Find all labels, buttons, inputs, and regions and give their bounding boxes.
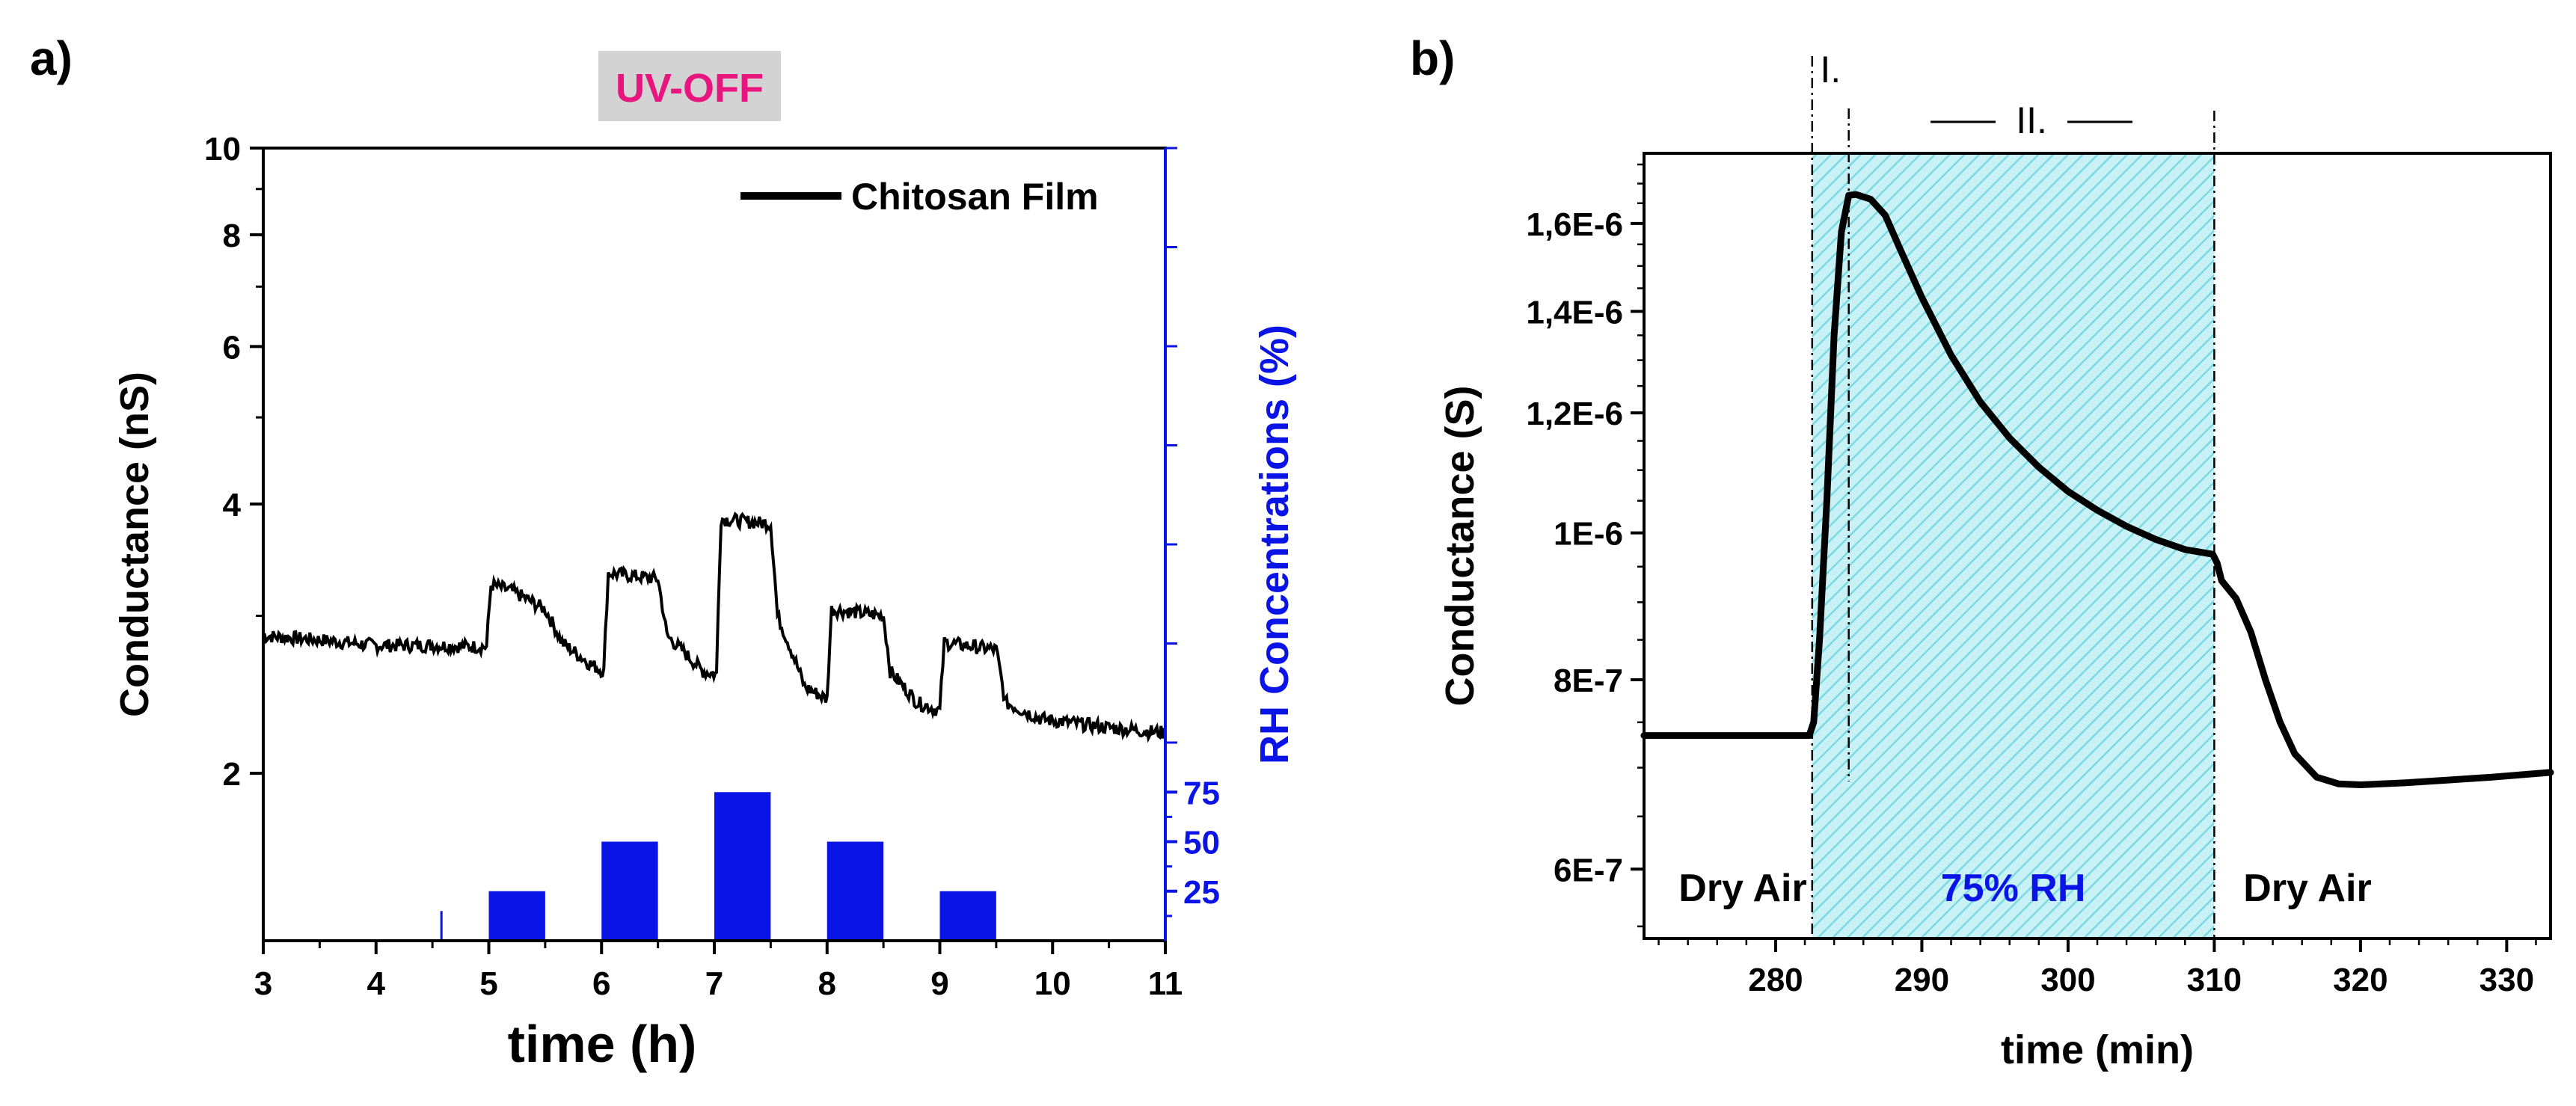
phase-markers <box>1811 56 2215 938</box>
y2-tick-label: 50 <box>1183 825 1220 861</box>
x-tick-label-b: 280 <box>1748 962 1803 998</box>
conductance-curve <box>262 511 1167 743</box>
y2-ticks-a: 25 50 75 <box>1165 147 1220 918</box>
x-tick-label: 11 <box>1148 965 1183 1002</box>
uv-off-label: UV-OFF <box>616 66 764 111</box>
y2-tick-label: 75 <box>1183 775 1220 811</box>
x-tick-label-b: 320 <box>2333 962 2388 998</box>
x-tick-label-b: 330 <box>2480 962 2534 998</box>
x-axis-title-b: time (min) <box>2001 1027 2194 1072</box>
rh-bar-4 <box>827 841 884 941</box>
legend-label-chitosan: Chitosan Film <box>851 176 1099 218</box>
y-tick-label: 10 <box>204 131 241 168</box>
y-tick-label-b: 6E-7 <box>1554 852 1623 888</box>
x-tick-label: 4 <box>367 965 386 1002</box>
y-tick-label-b: 1,2E-6 <box>1526 396 1623 432</box>
x-tick-label: 6 <box>592 965 610 1002</box>
y-ticks-b: 6E-7 8E-7 1E-6 1,2E-6 1,4E-6 1,6E-6 <box>1526 163 1644 928</box>
rh-bar-2 <box>601 841 658 941</box>
region-label-dry-air: Dry Air <box>2243 867 2371 910</box>
y-tick-label-b: 8E-7 <box>1554 663 1623 699</box>
rh-bar-1 <box>488 891 545 941</box>
y-tick-label-b: 1,4E-6 <box>1526 294 1623 331</box>
panel-b-label: b) <box>1410 31 1455 85</box>
x-ticks-b: 280 290 300 310 320 330 <box>1657 938 2537 998</box>
region-labels: Dry Air 75% RH Dry Air <box>1678 867 2371 910</box>
y-tick-label: 6 <box>223 329 241 366</box>
rh-shaded-region <box>1812 153 2215 938</box>
y-axis-title-a: Conductance (nS) <box>112 372 157 717</box>
conductance-curve-b <box>1640 191 2554 788</box>
region-label-rh: 75% RH <box>1941 867 2086 910</box>
rh-bar-3 <box>714 792 771 941</box>
phase-label-i: I. <box>1820 49 1841 90</box>
panel-b: b) 280 290 300 310 320 330 6E-7 8E-7 1E-6 1,2E-6… <box>1410 31 2554 1072</box>
x-tick-label: 5 <box>479 965 497 1002</box>
rh-bar-0 <box>440 911 443 941</box>
y-tick-label: 8 <box>223 218 241 254</box>
x-tick-label: 9 <box>930 965 948 1002</box>
x-axis-title-a: time (h) <box>508 1015 697 1073</box>
y-ticks-a: 2 4 6 8 10 <box>204 131 263 793</box>
rh-bar-5 <box>939 891 996 941</box>
y-tick-label-b: 1,6E-6 <box>1526 206 1623 243</box>
x-tick-label-b: 300 <box>2040 962 2095 998</box>
chitosan-film-line <box>262 511 1167 743</box>
x-ticks-a: 3 4 5 6 7 8 9 10 11 <box>254 941 1183 1002</box>
y-axis-title-b: Conductance (S) <box>1438 385 1482 706</box>
y-tick-label-b: 1E-6 <box>1554 516 1623 553</box>
conductance-line-b <box>1640 191 2554 788</box>
rh-bars <box>440 792 996 941</box>
y2-axis-title-a: RH Concentrations (%) <box>1252 325 1297 764</box>
x-tick-label: 8 <box>818 965 836 1002</box>
x-tick-label: 3 <box>254 965 272 1002</box>
y-tick-label: 2 <box>223 756 241 793</box>
y-tick-label: 4 <box>223 487 242 523</box>
phase-label-ii: II. <box>2016 99 2047 141</box>
x-tick-label: 7 <box>705 965 723 1002</box>
region-label-dry-air: Dry Air <box>1678 867 1806 910</box>
phase-labels: I. II. <box>1820 49 2133 141</box>
panel-a-label: a) <box>30 31 73 85</box>
uv-off-badge <box>598 51 781 121</box>
y2-tick-label: 25 <box>1183 874 1220 911</box>
panel-a: a) UV-OFF 3 4 5 6 7 8 9 10 11 2 4 6 8 10 25 50 75 Chit… <box>30 31 1297 1073</box>
x-tick-label-b: 310 <box>2187 962 2242 998</box>
x-tick-label-b: 290 <box>1895 962 1949 998</box>
x-tick-label: 10 <box>1034 965 1071 1002</box>
